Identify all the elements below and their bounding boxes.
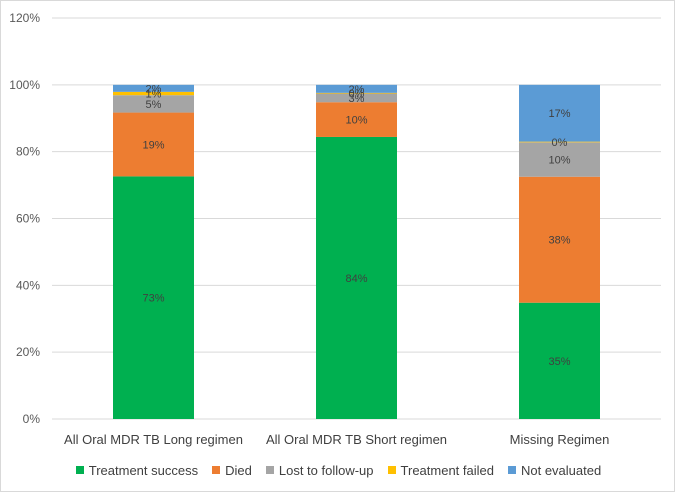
legend-label: Died	[225, 462, 252, 478]
data-label: 17%	[548, 108, 570, 120]
x-category-label: Missing Regimen	[510, 432, 610, 447]
data-label: 10%	[345, 115, 367, 127]
y-tick-label: 100%	[9, 78, 40, 92]
bar-segment-died	[113, 112, 194, 177]
data-label: 5%	[146, 99, 162, 111]
data-label: 73%	[142, 293, 164, 305]
y-tick-label: 0%	[23, 412, 41, 426]
data-label: 35%	[548, 356, 570, 368]
y-axis: 0% 20% 40% 60% 80% 100% 120%	[9, 11, 40, 426]
data-label: 3%	[349, 93, 365, 105]
bar-segment-lost-to-follow-up	[316, 93, 397, 103]
data-label: 19%	[142, 139, 164, 151]
x-category-label: All Oral MDR TB Short regimen	[266, 432, 447, 447]
bar-segment-died	[316, 102, 397, 137]
data-label: 0%	[552, 137, 568, 149]
data-label: 1%	[146, 89, 162, 101]
data-labels: 73%19%5%1%2%84%10%3%0%2%35%38%10%0%17%	[142, 83, 570, 368]
bars	[113, 84, 600, 420]
legend-label: Treatment failed	[400, 462, 494, 478]
data-label: 84%	[345, 273, 367, 285]
data-label: 2%	[349, 84, 365, 96]
legend-swatch	[265, 466, 274, 474]
y-tick-label: 60%	[16, 212, 40, 226]
bar-segment-treatment-failed	[113, 91, 194, 96]
bar-segment-treatment-success	[316, 136, 397, 420]
bar-segment-not-evaluated	[316, 84, 397, 93]
legend-item: Not evaluated	[507, 462, 602, 478]
legend-swatch	[507, 466, 516, 474]
bar-segment-treatment-failed	[519, 141, 600, 143]
legend-swatch	[212, 466, 221, 474]
bar-segment-treatment-success	[113, 176, 194, 419]
data-label: 10%	[548, 155, 570, 167]
x-category-label: All Oral MDR TB Long regimen	[64, 432, 243, 447]
bar-segment-lost-to-follow-up	[113, 95, 194, 113]
data-label: 38%	[548, 235, 570, 247]
legend-swatch	[387, 466, 396, 474]
y-tick-label: 20%	[16, 345, 40, 359]
bar-segment-lost-to-follow-up	[519, 142, 600, 177]
y-tick-label: 80%	[16, 145, 40, 159]
bar-segment-not-evaluated	[113, 84, 194, 92]
x-axis: All Oral MDR TB Long regimen All Oral MDR…	[64, 432, 609, 447]
y-tick-label: 120%	[9, 11, 40, 25]
legend-label: Lost to follow-up	[278, 462, 374, 478]
legend-label: Not evaluated	[520, 462, 602, 478]
legend-item: Died	[212, 463, 252, 478]
legend-item: Lost to follow-up	[265, 462, 374, 478]
bar-segment-not-evaluated	[519, 84, 600, 142]
bar-segment-treatment-failed	[316, 92, 397, 94]
data-label: 0%	[349, 88, 365, 100]
legend-label: Treatment success	[88, 462, 199, 478]
data-label: 2%	[146, 83, 162, 95]
legend: Treatment success Died Lost to follow-up Tr…	[1, 460, 675, 480]
legend-item: Treatment failed	[387, 462, 494, 478]
legend-item: Treatment success	[75, 462, 199, 478]
bar-segment-died	[519, 176, 600, 303]
legend-swatch	[75, 466, 84, 474]
bar-segment-treatment-success	[519, 302, 600, 419]
y-tick-label: 40%	[16, 278, 40, 292]
